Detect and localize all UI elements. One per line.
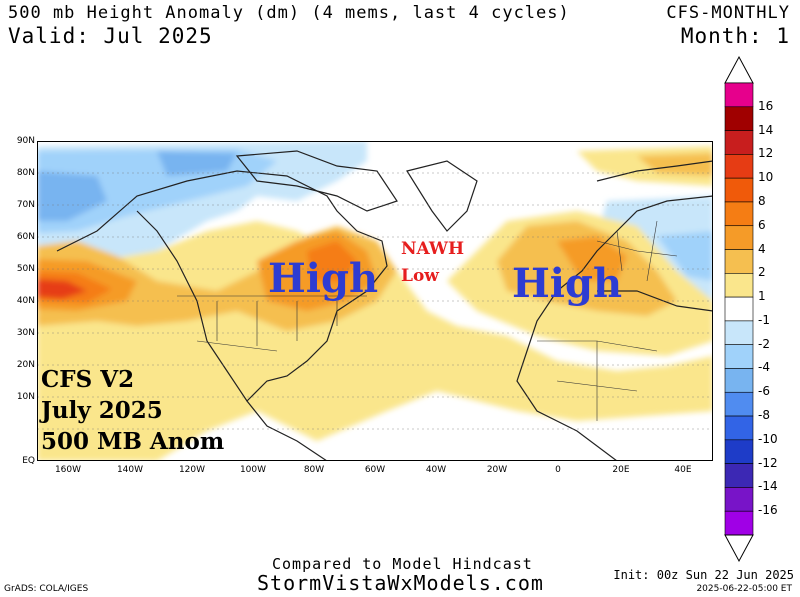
caption-month: July 2025 [41,397,163,424]
colorbar-swatch [724,391,754,417]
lon-label: 40E [674,465,692,475]
nawh-label: NAWH [401,239,465,259]
colorbar-label: 2 [758,265,766,280]
colorbar-swatch [724,463,754,488]
nawh-low-label: Low [401,266,439,286]
map-title: 500 mb Height Anomaly (dm) (4 mems, last… [8,3,570,23]
colorbar-swatch [724,344,754,369]
high-label-europe: High [512,260,623,307]
lon-label: 80W [303,465,325,475]
colorbar-label: 1 [758,289,766,304]
lon-label: 160W [54,465,82,475]
colorbar-swatch [724,320,754,345]
colorbar-label: 6 [758,217,766,232]
lon-label: 0 [555,465,561,475]
model-name: CFS-MONTHLY [666,3,790,23]
lon-label: 60W [364,465,386,475]
lat-label: 30N [16,328,35,338]
colorbar-label: -14 [758,479,778,494]
high-label-north-america: High [268,255,379,302]
forecast-month: Month: 1 [680,24,790,48]
anomaly-map [37,141,713,461]
lat-label: 80N [16,168,35,178]
footer-compared: Compared to Model Hindcast [272,555,533,573]
colorbar-swatch [724,106,754,131]
colorbar-swatch [724,249,754,274]
colorbar-bottom-arrow [724,534,754,563]
colorbar-label: 12 [758,146,774,161]
colorbar-swatch [724,154,754,179]
borders [177,220,678,421]
lat-label: 20N [16,360,35,370]
colorbar-swatch [724,487,754,512]
anomaly-shading [37,141,713,461]
colorbar-swatch [724,225,754,250]
lat-label: 50N [16,264,35,274]
colorbar-label: 4 [758,241,766,256]
colorbar-swatch [724,415,754,441]
caption-model: CFS V2 [41,366,135,393]
colorbar-label: -12 [758,455,778,470]
colorbar-swatch [724,130,754,155]
colorbar-swatch [724,296,754,322]
colorbar-label: 14 [758,122,774,137]
colorbar-swatch [724,439,754,464]
map-frame [37,141,713,461]
colorbar-swatch [724,273,754,298]
colorbar-label: -16 [758,503,778,518]
colorbar-swatch [724,201,754,227]
anomaly-map-svg [37,141,713,461]
lon-label: 20W [486,465,508,475]
colorbar-label: -6 [758,384,770,399]
colorbar-top-arrow [724,55,754,84]
colorbar-label: 8 [758,193,766,208]
colorbar-swatch [724,510,754,536]
lon-label: 120W [178,465,206,475]
colorbar-label: -8 [758,408,770,423]
colorbar-swatch [724,368,754,393]
footer-init: Init: 00z Sun 22 Jun 2025 [613,568,794,582]
colorbar-label: 16 [758,98,774,113]
colorbar-label: -4 [758,360,770,375]
lat-label: 70N [16,200,35,210]
lat-label: 10N [16,392,35,402]
footer-stamp: 2025-06-22-05:00 ET [696,584,792,594]
colorbar-swatch [724,82,754,108]
footer-site: StormVistaWxModels.com [257,571,544,595]
lon-label: 20E [612,465,630,475]
lon-label: 100W [239,465,267,475]
lon-label: 140W [116,465,144,475]
colorbar-label: -1 [758,312,770,327]
valid-date: Valid: Jul 2025 [8,24,213,48]
caption-level: 500 MB Anom [41,428,225,455]
footer-grads: GrADS: COLA/IGES [4,584,89,594]
colorbar-label: -10 [758,431,778,446]
lat-label: 60N [16,232,35,242]
lat-label: 40N [16,296,35,306]
lon-label: 40W [425,465,447,475]
lat-label: EQ [22,456,35,466]
colorbar [724,55,754,563]
colorbar-swatch [724,177,754,203]
colorbar-label: 10 [758,170,774,185]
lat-label: 90N [16,136,35,146]
colorbar-label: -2 [758,336,770,351]
